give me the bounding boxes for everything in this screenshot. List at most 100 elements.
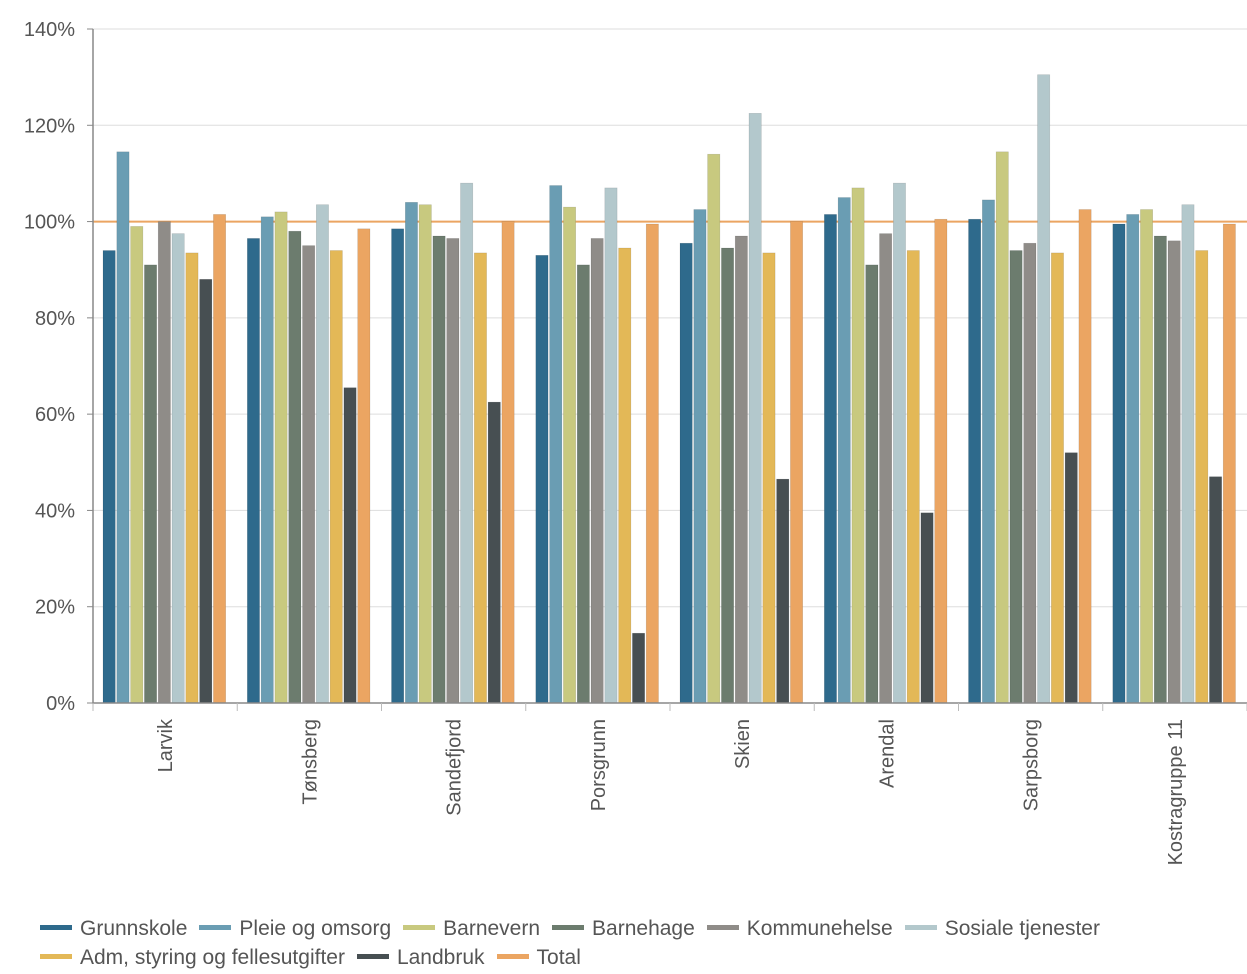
legend-item[interactable]: Pleie og omsorg [199,914,391,943]
legend-swatch [552,925,585,931]
x-category-label: Porsgrunn [588,719,610,811]
y-tick-label: 40% [35,500,75,522]
y-tick-label: 120% [24,115,75,137]
bar[interactable] [1112,223,1126,704]
bar[interactable] [130,226,144,704]
bar[interactable] [590,238,604,704]
bar[interactable] [776,478,790,704]
legend-label: Pleie og omsorg [239,917,392,940]
bar[interactable] [934,218,948,704]
bar[interactable] [995,151,1009,704]
bar[interactable] [473,252,487,704]
bar[interactable] [679,242,693,704]
bar[interactable] [144,264,157,704]
x-category-label: Larvik [155,718,177,772]
bar[interactable] [762,252,776,704]
legend-item[interactable]: Barnehage [552,914,695,943]
bar[interactable] [185,252,199,704]
bar[interactable] [446,238,460,704]
bar[interactable] [981,199,995,704]
bar[interactable] [693,209,707,704]
legend-label: Sosiale tjenester [944,917,1100,940]
bar[interactable] [1023,242,1037,704]
bar[interactable] [920,512,934,704]
bar[interactable] [116,151,130,704]
bar[interactable] [357,228,371,704]
bar[interactable] [823,214,837,704]
bar[interactable] [391,228,405,704]
legend-item[interactable]: Kommunehelse [706,914,893,943]
legend-item[interactable]: Grunnskole [40,914,187,943]
bar[interactable] [487,401,501,704]
legend-item[interactable]: Adm, styring og fellesutgifter [40,943,345,972]
x-category-label: Sarpsborg [1021,719,1043,811]
bar[interactable] [576,264,590,704]
bar[interactable] [790,221,804,704]
legend-label: Barnevern [443,917,541,940]
bar[interactable] [213,214,226,704]
bar[interactable] [618,247,632,704]
bar[interactable] [968,218,982,704]
bar[interactable] [906,250,920,704]
bar[interactable] [1140,209,1154,704]
bar[interactable] [1153,235,1167,704]
bar[interactable] [1222,223,1236,704]
bar[interactable] [535,255,549,704]
bar[interactable] [199,278,213,704]
bar[interactable] [460,182,474,704]
bar[interactable] [734,235,748,704]
legend-swatch [706,925,739,931]
bar[interactable] [563,206,577,704]
bar[interactable] [549,185,563,704]
bar[interactable] [404,202,418,704]
bar[interactable] [865,264,879,704]
y-tick-label: 60% [35,404,75,426]
bar[interactable] [748,113,762,704]
bar[interactable] [260,216,274,704]
legend-swatch [40,954,72,960]
legend-item[interactable]: Total [496,943,581,972]
bar[interactable] [721,247,735,704]
x-category-label: Skien [732,719,754,769]
bar[interactable] [343,387,357,704]
legend-item[interactable]: Barnevern [403,914,540,943]
bar[interactable] [604,187,618,704]
bar[interactable] [1009,250,1023,704]
bar[interactable] [1126,214,1140,704]
bar[interactable] [632,632,646,704]
bar[interactable] [1167,240,1181,704]
bar[interactable] [1209,476,1223,704]
bar[interactable] [329,250,343,704]
bar[interactable] [851,187,865,704]
bar[interactable] [247,238,260,704]
legend-item[interactable]: Landbruk [356,943,485,972]
bar[interactable] [892,182,906,704]
bar[interactable] [1181,204,1195,704]
bar[interactable] [102,250,116,704]
bar[interactable] [501,221,515,704]
bar[interactable] [418,204,432,704]
bar[interactable] [1078,209,1092,704]
bar[interactable] [171,233,185,704]
legend-swatch [403,925,436,931]
bar[interactable] [288,230,302,704]
bar[interactable] [157,221,171,704]
legend-swatch [356,954,389,960]
bar[interactable] [274,211,288,704]
bar[interactable] [707,153,721,704]
legend-label: Grunnskole [80,917,188,940]
bar[interactable] [879,233,893,704]
bar[interactable] [1064,452,1078,704]
bar[interactable] [837,197,851,704]
legend: Grunnskole Pleie og omsorg Barnevern Barneh… [40,914,1240,972]
bar[interactable] [1051,252,1064,704]
legend-item[interactable]: Sosiale tjenester [904,914,1100,943]
bar[interactable] [645,223,659,704]
y-tick-label: 140% [24,19,75,41]
bar[interactable] [315,204,329,704]
bar[interactable] [432,235,446,704]
bar[interactable] [302,245,316,704]
bar[interactable] [1195,250,1209,704]
bar[interactable] [1037,74,1051,704]
